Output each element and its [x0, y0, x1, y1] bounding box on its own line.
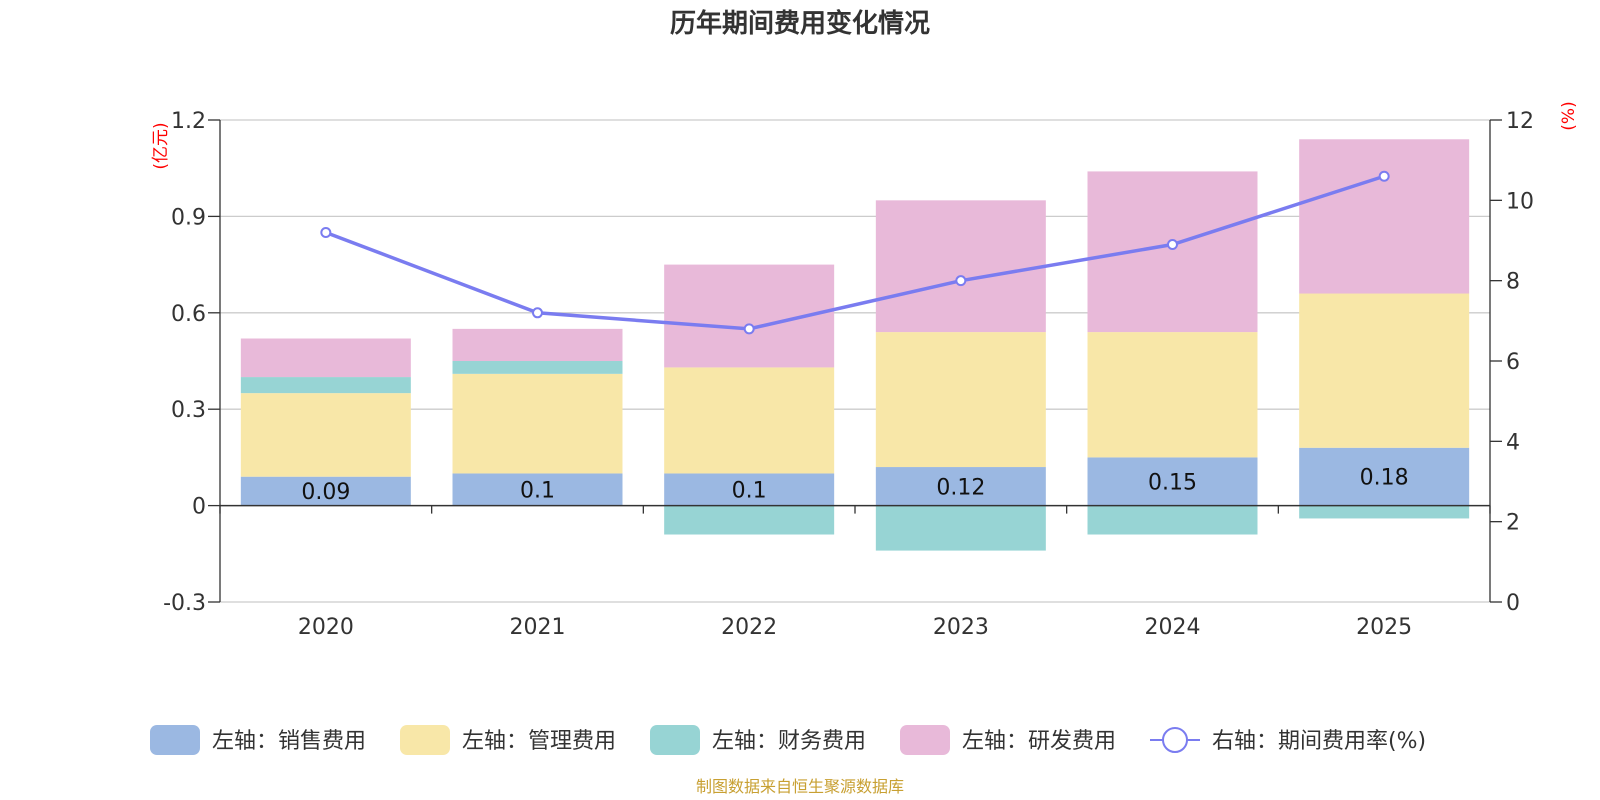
bar-segment: [452, 328, 623, 361]
left-axis-unit: (亿元): [151, 122, 171, 169]
legend-swatch-marker: [1162, 727, 1188, 753]
x-axis-tick-label: 2020: [298, 615, 354, 640]
bar-segment: [1299, 293, 1470, 448]
bar-segment: [240, 377, 411, 394]
legend-swatch: [650, 725, 700, 755]
data-source: 制图数据来自恒生聚源数据库: [696, 777, 904, 796]
bar-segment: [664, 473, 835, 506]
rate-line-layer: [320, 170, 1390, 335]
bar-segment: [1299, 505, 1470, 519]
bar-segment: [664, 505, 835, 535]
bar-data-label: 0.1: [732, 479, 767, 504]
bar-segment: [664, 367, 835, 474]
bar-segment: [240, 476, 411, 506]
bar-data-label: 0.1: [520, 479, 555, 504]
left-axis-tick-label: -0.3: [163, 591, 206, 616]
legend-swatch: [900, 725, 950, 755]
rate-line-point: [955, 275, 967, 287]
left-axis-tick-label: 1.2: [171, 109, 206, 134]
right-axis-tick-label: 12: [1506, 109, 1534, 134]
axes: -0.3 0 0.3 0.6 0.9 1.2 0 2 4 6 8 10 12 2020 2021 2022 20…: [163, 109, 1534, 640]
bar-segment: [875, 467, 1046, 506]
bar-segment: [875, 332, 1046, 468]
rate-line: [325, 174, 1385, 331]
rate-line-point: [1167, 239, 1178, 251]
bar-segment: [240, 338, 411, 378]
right-axis-unit: (%): [1559, 101, 1579, 130]
rate-line-point: [743, 323, 755, 335]
x-axis-tick-label: 2024: [1145, 615, 1201, 640]
bar-segment: [1299, 447, 1470, 506]
bar-layer: [240, 139, 1470, 551]
right-axis-tick-label: 8: [1506, 270, 1520, 295]
bar-data-label: 0.12: [936, 475, 985, 500]
bar-segment: [452, 361, 623, 374]
right-axis-tick-label: 4: [1506, 430, 1520, 455]
bar-segment: [1087, 457, 1258, 506]
rate-line-point: [1378, 170, 1390, 182]
x-axis-tick-label: 2022: [721, 615, 777, 640]
left-axis-tick-label: 0.6: [171, 302, 206, 327]
bar-data-label: 0.15: [1148, 471, 1197, 496]
grid-lines: [220, 119, 1490, 603]
legend-label: 左轴：财务费用: [712, 729, 866, 754]
right-axis-tick-label: 0: [1506, 591, 1520, 616]
legend-label: 左轴：研发费用: [962, 729, 1116, 754]
bar-segment: [452, 473, 623, 506]
legend-label: 左轴：销售费用: [212, 729, 366, 754]
bar-segment: [452, 373, 623, 474]
left-axis-tick-label: 0.9: [171, 205, 206, 230]
bar-segment: [1299, 139, 1470, 294]
legend-label: 左轴：管理费用: [462, 729, 616, 754]
x-axis-tick-label: 2021: [510, 615, 566, 640]
legend-swatch: [400, 725, 450, 755]
bar-segment: [875, 505, 1046, 551]
bar-segment: [1087, 171, 1258, 333]
bar-data-label: 0.18: [1360, 466, 1409, 491]
rate-line-point: [320, 226, 332, 238]
bar-data-label: 0.09: [301, 480, 350, 505]
right-axis-tick-label: 10: [1506, 189, 1534, 214]
left-axis-tick-label: 0.3: [171, 398, 206, 423]
x-axis-tick-label: 2023: [933, 615, 989, 640]
legend-label: 右轴：期间费用率(%): [1212, 729, 1426, 754]
bar-segment: [875, 200, 1046, 333]
bar-labels: 0.09 0.1 0.1 0.12 0.15 0.18: [301, 466, 1408, 505]
right-axis-tick-label: 2: [1506, 511, 1520, 536]
legend: 左轴：销售费用 左轴：管理费用 左轴：财务费用 左轴：研发费用 右轴：期间费用率(%): [150, 725, 1426, 755]
right-axis-tick-label: 6: [1506, 350, 1520, 375]
rate-line-point: [532, 307, 543, 319]
x-axis-tick-label: 2025: [1356, 615, 1412, 640]
left-axis-tick-label: 0: [192, 495, 206, 520]
chart-title: 历年期间费用变化情况: [670, 8, 930, 39]
legend-swatch: [150, 725, 200, 755]
bar-segment: [1087, 332, 1258, 458]
bar-segment: [240, 393, 411, 477]
bar-segment: [1087, 505, 1258, 535]
